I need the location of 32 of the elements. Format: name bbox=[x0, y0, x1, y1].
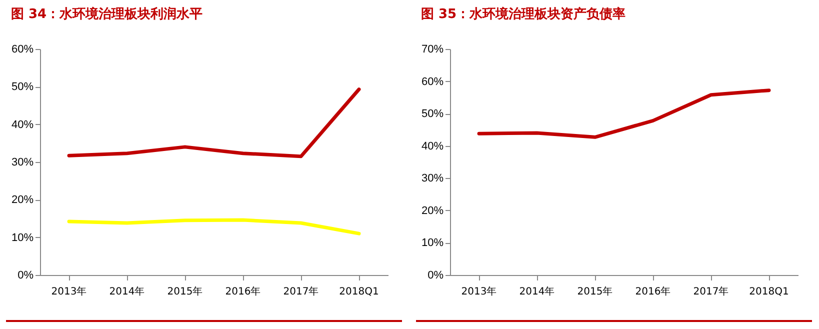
y-tick-label: 60% bbox=[421, 76, 444, 88]
x-tick-label: 2016年 bbox=[635, 286, 671, 298]
y-tick-label: 30% bbox=[421, 172, 444, 185]
x-tick-label: 2018Q1 bbox=[749, 286, 789, 298]
x-tick-label: 2013年 bbox=[51, 286, 87, 298]
y-tick-label: 30% bbox=[11, 156, 34, 168]
line-series bbox=[477, 88, 771, 139]
y-tick-label: 70% bbox=[421, 44, 444, 56]
x-tick-label: 2015年 bbox=[577, 286, 613, 298]
y-tick-label: 0% bbox=[428, 270, 444, 282]
y-tick-label: 60% bbox=[11, 44, 34, 56]
y-tick-label: 20% bbox=[11, 194, 34, 206]
line-series bbox=[67, 218, 361, 236]
x-tick-label: 2018Q1 bbox=[339, 286, 379, 298]
y-tick-label: 0% bbox=[18, 270, 34, 282]
y-tick-label: 50% bbox=[11, 81, 34, 94]
x-tick-label: 2014年 bbox=[519, 286, 555, 298]
y-tick-label: 50% bbox=[421, 108, 444, 120]
x-tick-label: 2015年 bbox=[167, 286, 203, 298]
y-tick-label: 20% bbox=[421, 204, 444, 217]
x-tick-label: 2017年 bbox=[283, 286, 319, 298]
chart-title: 图 34：水环境治理板块利润水平 bbox=[10, 6, 203, 22]
x-tick-label: 2013年 bbox=[461, 286, 497, 298]
y-tick-label: 40% bbox=[11, 118, 34, 131]
x-tick-label: 2017年 bbox=[693, 286, 729, 298]
y-tick-label: 40% bbox=[421, 140, 444, 152]
line-series bbox=[67, 88, 361, 158]
x-tick-label: 2016年 bbox=[225, 286, 261, 298]
y-tick-label: 10% bbox=[11, 232, 34, 244]
chart-title: 图 35：水环境治理板块资产负债率 bbox=[420, 6, 626, 22]
y-tick-label: 10% bbox=[421, 237, 444, 250]
x-tick-label: 2014年 bbox=[109, 286, 145, 298]
